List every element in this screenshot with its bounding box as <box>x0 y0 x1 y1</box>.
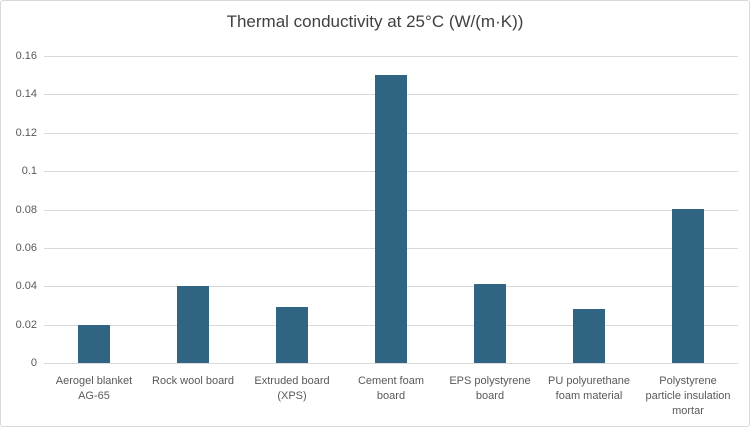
x-axis-category-label-line: Extruded board <box>254 375 330 387</box>
x-axis-category-label-line: (XPS) <box>277 390 307 402</box>
y-tick-label: 0.08 <box>15 204 37 216</box>
bar <box>177 286 209 363</box>
x-axis-category-label-line: Rock wool board <box>152 375 234 387</box>
x-axis-category-label-line: AG-65 <box>78 390 110 402</box>
x-axis-category-label: Cement foam board <box>336 374 446 404</box>
y-tick-label: 0.12 <box>15 127 37 139</box>
bar <box>573 309 605 363</box>
bar <box>375 75 407 363</box>
x-axis-category-label-line: EPS polystyrene <box>449 375 531 387</box>
y-tick-label: 0.14 <box>15 88 37 100</box>
y-tick-label: 0.1 <box>21 165 37 177</box>
bar <box>78 325 110 363</box>
y-tick-label: 0 <box>30 357 37 369</box>
x-axis-category-label: PU polyurethane foam material <box>534 374 644 404</box>
x-axis-category-label-line: board <box>475 390 505 402</box>
x-axis-category-label-line: board <box>376 390 406 402</box>
y-tick-label: 0.06 <box>15 242 37 254</box>
x-axis-category-label-line: particle insulation <box>645 390 731 402</box>
y-tick-label: 0.02 <box>15 319 37 331</box>
x-axis-category-label-line: Polystyrene <box>659 375 717 387</box>
x-axis-category-label: Extruded board (XPS) <box>237 374 347 404</box>
x-axis-category-label: EPS polystyrene board <box>435 374 545 404</box>
x-axis-category-label-line: mortar <box>672 405 704 417</box>
x-axis-category-label-line: PU polyurethane <box>548 375 630 387</box>
x-axis-category-label-line: Cement foam <box>357 375 425 387</box>
x-axis-category-label: Polystyrene particle insulation mortar <box>633 374 743 419</box>
x-axis-category-label: Rock wool board <box>138 374 248 389</box>
bar <box>672 209 704 363</box>
x-axis-line <box>44 363 738 364</box>
x-axis-category-label-line: Aerogel blanket <box>55 375 133 387</box>
gridline <box>44 56 738 57</box>
x-axis-category-label-line: foam material <box>555 390 623 402</box>
y-tick-label: 0.16 <box>15 50 37 62</box>
chart-title: Thermal conductivity at 25°C (W/(m·K)) <box>226 12 524 31</box>
bar <box>276 307 308 363</box>
y-tick-label: 0.04 <box>15 280 37 292</box>
x-axis-category-label: Aerogel blanket AG-65 <box>39 374 149 404</box>
bar <box>474 284 506 363</box>
